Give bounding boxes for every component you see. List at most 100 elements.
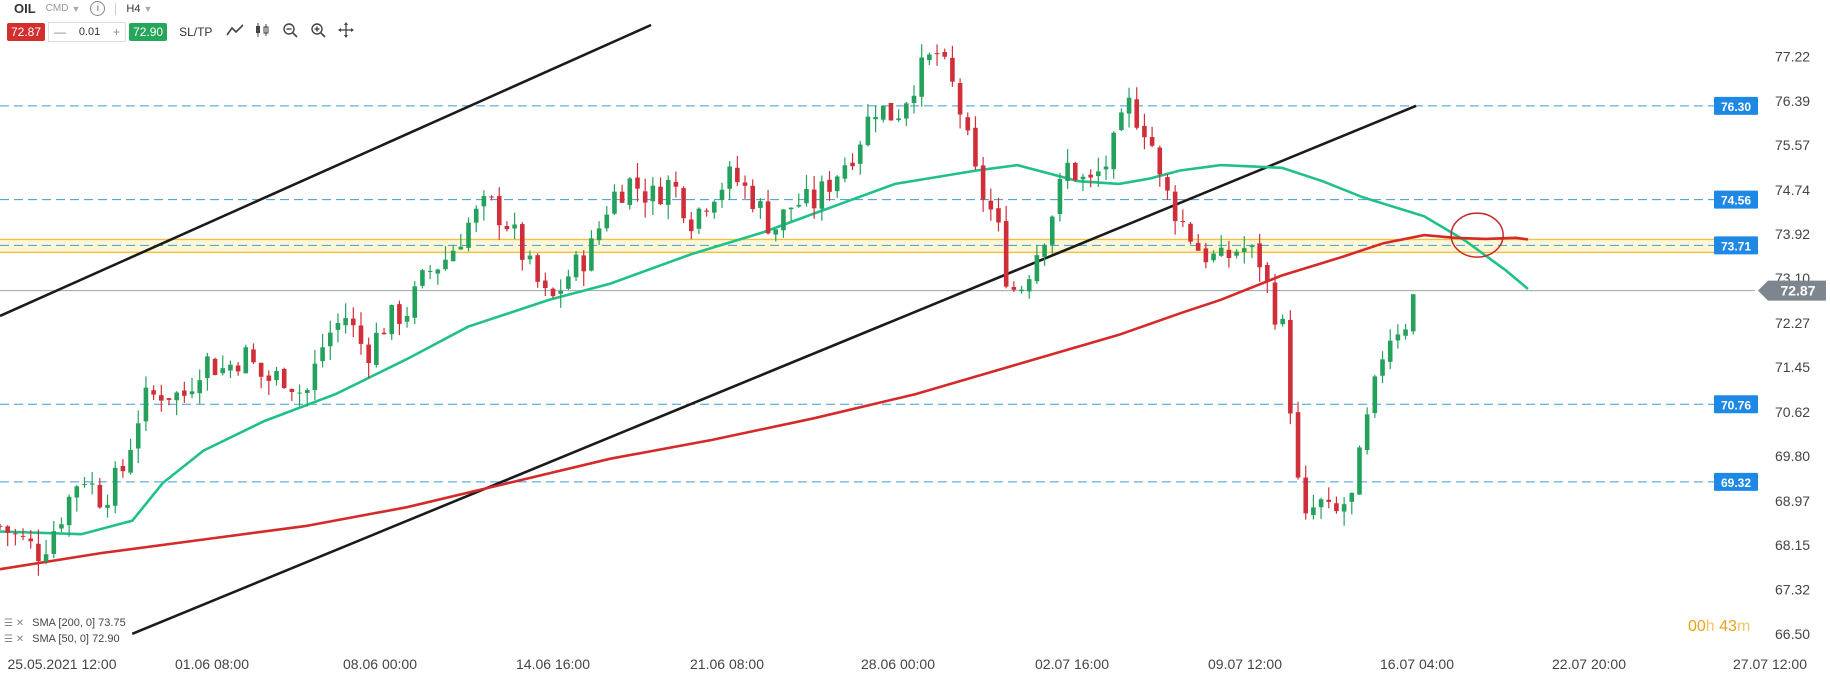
candle-body: [5, 526, 10, 533]
symbol-label[interactable]: OIL: [14, 1, 36, 16]
current-price-label: 72.87: [1780, 283, 1815, 299]
candle-body: [51, 531, 57, 554]
candle-body: [1249, 245, 1255, 248]
close-icon[interactable]: ☰ ✕: [4, 633, 25, 645]
candle-body: [205, 356, 210, 379]
candle-body: [266, 375, 272, 381]
current-price-tag: [1758, 280, 1826, 301]
candle-body: [412, 286, 418, 318]
trendlines: [0, 23, 1417, 636]
candlestick-icon[interactable]: [254, 22, 272, 42]
level-label-bg: [1714, 190, 1758, 209]
candle-body: [573, 254, 579, 278]
candle-body: [189, 391, 195, 395]
y-tick-label: 77.22: [1775, 48, 1810, 64]
lot-plus-button[interactable]: +: [113, 25, 121, 39]
toolbar-row-2: 72.87 — 0.01 + 72.90 SL/TP: [7, 22, 355, 42]
info-icon[interactable]: i: [90, 1, 106, 16]
candle-body: [927, 54, 932, 61]
timer-hours: 00: [1688, 618, 1706, 635]
candle-body: [427, 271, 433, 273]
candle-body: [719, 189, 725, 201]
candle-body: [804, 188, 809, 204]
zoom-out-icon[interactable]: [282, 22, 298, 42]
support-zone: [0, 238, 1752, 254]
highlight-circle: [1450, 212, 1504, 258]
candle-body: [934, 53, 940, 55]
candle-body: [281, 368, 287, 388]
x-tick-label: 25.05.2021 12:00: [8, 656, 117, 672]
zoom-in-icon[interactable]: [310, 22, 326, 42]
level-label-bg: [1714, 96, 1758, 115]
close-icon[interactable]: ☰ ✕: [4, 617, 25, 629]
candle-body: [512, 224, 517, 229]
candle-body: [589, 238, 594, 271]
candle-body: [1080, 176, 1086, 180]
candle-body: [1326, 499, 1332, 502]
candle-body: [1403, 329, 1408, 336]
crosshair-icon[interactable]: [338, 22, 355, 42]
sell-button[interactable]: 72.87: [7, 23, 46, 41]
x-tick-label: 01.06 08:00: [175, 656, 249, 672]
candle-body: [1318, 499, 1324, 508]
highlight-circle: [1450, 212, 1504, 258]
candle-body: [635, 177, 640, 189]
candle-body: [1049, 216, 1055, 245]
candle-body: [1157, 147, 1163, 175]
candle-body: [1126, 97, 1132, 114]
candle-body: [896, 118, 901, 121]
line-chart-icon[interactable]: [226, 23, 244, 41]
lot-minus-button[interactable]: —: [54, 25, 67, 39]
y-tick-label: 70.62: [1775, 404, 1810, 420]
buy-button[interactable]: 72.90: [129, 23, 168, 41]
level-label-bg: [1714, 472, 1758, 491]
candle-body: [750, 185, 756, 209]
candle-body: [1188, 223, 1193, 242]
candle-body: [650, 185, 656, 202]
indicator-sma50[interactable]: ☰ ✕ SMA [50, 0] 72.90: [4, 633, 120, 645]
candle-body: [166, 398, 172, 400]
candle-body: [297, 392, 302, 394]
candle-body: [596, 228, 602, 241]
toolbar-row-1: OIL CMD ▼ i H4 ▼: [14, 1, 152, 16]
candle-body: [97, 484, 103, 508]
candle-body: [182, 390, 187, 396]
moving-averages: [0, 163, 1529, 571]
candle-body: [642, 191, 648, 203]
candle-body: [1387, 340, 1393, 362]
candle-body: [550, 288, 556, 297]
sltp-button[interactable]: SL/TP: [179, 25, 213, 39]
candle-body: [765, 201, 771, 234]
candle-body: [1072, 162, 1078, 181]
candle-body: [358, 325, 364, 344]
chevron-down-icon[interactable]: ▼: [143, 3, 153, 14]
candle-body: [1034, 255, 1040, 282]
timeframe-selector[interactable]: H4: [115, 2, 140, 15]
candle-body: [435, 269, 441, 274]
indicator-sma200[interactable]: ☰ ✕ SMA [200, 0] 73.75: [4, 617, 126, 629]
lot-value-input[interactable]: 0.01: [78, 26, 101, 38]
candle-body: [327, 332, 333, 347]
candle-body: [519, 224, 525, 260]
candle-body: [1410, 294, 1416, 332]
candle-body: [481, 196, 487, 207]
chevron-down-icon[interactable]: ▼: [71, 3, 81, 14]
y-tick-label: 75.57: [1775, 137, 1810, 153]
candle-body: [865, 116, 871, 146]
x-tick-label: 21.06 08:00: [690, 656, 764, 672]
market-type-label: CMD: [45, 3, 69, 14]
level-label-bg: [1714, 236, 1758, 255]
candle-body: [1395, 334, 1401, 341]
y-tick-label: 72.27: [1775, 315, 1810, 331]
indicator-label: SMA [200, 0]: [32, 617, 96, 629]
y-tick-label: 67.32: [1775, 582, 1810, 598]
candle-body: [381, 332, 387, 335]
candle-body: [335, 323, 341, 330]
candle-body: [781, 209, 786, 231]
candle-body: [1211, 253, 1216, 261]
indicator-value: 73.75: [98, 617, 126, 629]
candle-body: [904, 103, 909, 119]
candle-body: [197, 380, 202, 394]
candle-body: [243, 347, 249, 374]
